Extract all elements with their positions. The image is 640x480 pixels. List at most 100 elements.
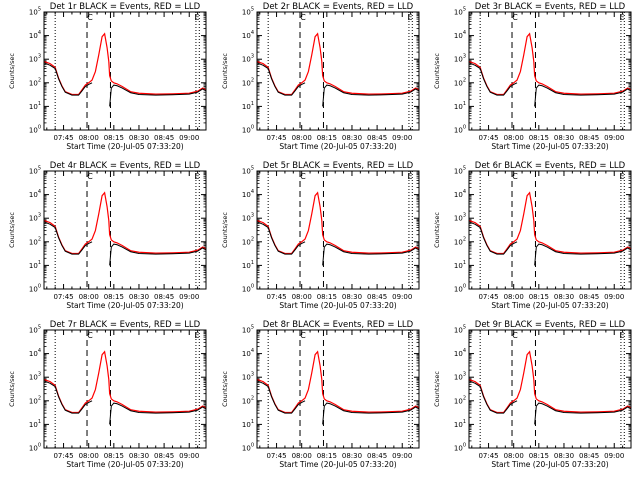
x-tick-label: 07:45	[478, 452, 498, 460]
x-tick-label: 09:00	[604, 293, 624, 301]
x-tick-label: 08:45	[367, 134, 387, 142]
series-line-events	[44, 380, 206, 425]
panel-title: Det 3r BLACK = Events, RED = LLD	[475, 2, 626, 12]
x-tick-label: 09:00	[179, 134, 199, 142]
detector-panel-3: Det 3r BLACK = Events, RED = LLD Counts/s…	[433, 2, 632, 151]
x-tick-label: 08:45	[154, 134, 174, 142]
y-tick-label: 102	[29, 77, 41, 87]
detector-panel-1: Det 1r BLACK = Events, RED = LLD Counts/s…	[8, 2, 207, 151]
y-axis-label: Counts/sec	[221, 212, 229, 248]
plot-frame	[468, 11, 632, 131]
y-tick-label: 102	[29, 236, 41, 246]
series-group	[469, 32, 631, 107]
series-line-events	[257, 380, 419, 425]
y-axis-label: Counts/sec	[433, 53, 441, 89]
detector-panel-5: Det 5r BLACK = Events, RED = LLD Counts/s…	[221, 161, 420, 310]
panel-title: Det 2r BLACK = Events, RED = LLD	[263, 2, 414, 12]
x-tick-label: 08:00	[292, 293, 312, 301]
detector-panel-7: Det 7r BLACK = Events, RED = LLD Counts/s…	[8, 320, 207, 469]
series-line-lld	[44, 32, 206, 96]
marker-c-label: C	[512, 172, 518, 181]
plot-frame	[256, 329, 420, 449]
x-axis-label: Start Time (20-Jul-05 07:33:20)	[66, 301, 183, 310]
series-line-lld	[44, 191, 206, 255]
marker-c-label: C	[300, 13, 306, 22]
series-line-lld	[257, 350, 419, 414]
x-axis-label: Start Time (20-Jul-05 07:33:20)	[66, 460, 183, 469]
y-tick-label: 101	[454, 260, 466, 270]
y-tick-label: 100	[454, 443, 466, 453]
y-tick-label: 101	[454, 419, 466, 429]
marker-e-label: E	[619, 331, 624, 340]
y-tick-label: 103	[29, 372, 41, 382]
y-tick-label: 103	[29, 54, 41, 64]
x-tick-label: 08:00	[79, 452, 99, 460]
x-tick-label: 08:15	[104, 293, 124, 301]
x-tick-label: 08:30	[554, 452, 574, 460]
x-tick-label: 08:15	[529, 293, 549, 301]
series-group	[257, 32, 419, 107]
x-tick-label: 08:45	[367, 452, 387, 460]
panel-title: Det 9r BLACK = Events, RED = LLD	[475, 320, 626, 330]
y-tick-label: 105	[242, 166, 254, 176]
y-tick-label: 104	[242, 348, 254, 358]
plot-frame	[256, 170, 420, 290]
x-tick-label: 09:00	[604, 452, 624, 460]
x-tick-label: 07:45	[53, 134, 73, 142]
y-tick-label: 100	[454, 125, 466, 135]
y-tick-label: 104	[29, 30, 41, 40]
x-tick-label: 08:45	[579, 293, 599, 301]
series-line-events	[469, 380, 631, 425]
panel-title: Det 8r BLACK = Events, RED = LLD	[263, 320, 414, 330]
y-tick-label: 103	[242, 213, 254, 223]
detector-panel-2: Det 2r BLACK = Events, RED = LLD Counts/s…	[221, 2, 420, 151]
y-tick-label: 100	[29, 443, 41, 453]
y-tick-label: 102	[454, 395, 466, 405]
marker-e-label: E	[619, 13, 624, 22]
x-axis-label: Start Time (20-Jul-05 07:33:20)	[279, 301, 396, 310]
y-tick-label: 104	[242, 189, 254, 199]
detector-panel-8: Det 8r BLACK = Events, RED = LLD Counts/s…	[221, 320, 420, 469]
series-line-events	[469, 62, 631, 107]
plot-frame	[43, 329, 207, 449]
x-tick-label: 08:45	[154, 452, 174, 460]
x-tick-label: 08:00	[292, 134, 312, 142]
x-tick-label: 08:30	[342, 452, 362, 460]
x-tick-label: 09:00	[604, 134, 624, 142]
x-tick-label: 07:45	[478, 134, 498, 142]
y-tick-label: 101	[29, 260, 41, 270]
x-tick-label: 08:15	[317, 134, 337, 142]
x-tick-label: 09:00	[392, 452, 412, 460]
panel-title: Det 6r BLACK = Events, RED = LLD	[475, 161, 626, 171]
marker-e-label: E	[194, 172, 199, 181]
y-tick-label: 104	[454, 189, 466, 199]
x-tick-label: 09:00	[392, 293, 412, 301]
marker-e-label: E	[407, 172, 412, 181]
y-tick-label: 105	[29, 166, 41, 176]
x-tick-label: 07:45	[266, 293, 286, 301]
plot-frame	[468, 329, 632, 449]
y-tick-label: 101	[454, 101, 466, 111]
y-tick-label: 100	[242, 443, 254, 453]
series-line-events	[257, 221, 419, 266]
x-axis-label: Start Time (20-Jul-05 07:33:20)	[279, 142, 396, 151]
detector-panel-6: Det 6r BLACK = Events, RED = LLD Counts/s…	[433, 161, 632, 310]
series-line-events	[44, 221, 206, 266]
marker-c-label: C	[300, 331, 306, 340]
series-line-lld	[257, 32, 419, 96]
y-tick-label: 100	[242, 284, 254, 294]
y-tick-label: 103	[454, 372, 466, 382]
y-tick-label: 105	[454, 7, 466, 17]
y-axis-label: Counts/sec	[221, 371, 229, 407]
x-tick-label: 08:45	[579, 452, 599, 460]
plot-frame	[256, 11, 420, 131]
marker-e-label: E	[194, 331, 199, 340]
marker-c-label: C	[87, 331, 93, 340]
plot-frame	[43, 170, 207, 290]
series-line-lld	[257, 191, 419, 255]
x-tick-label: 07:45	[266, 134, 286, 142]
y-tick-label: 104	[29, 348, 41, 358]
y-tick-label: 101	[242, 101, 254, 111]
y-tick-label: 100	[29, 125, 41, 135]
y-tick-label: 105	[242, 325, 254, 335]
